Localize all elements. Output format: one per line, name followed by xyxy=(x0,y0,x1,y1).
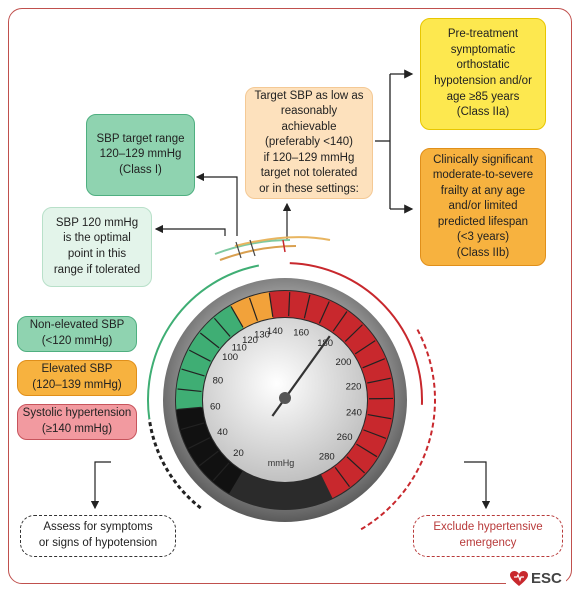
legend-hypertension-text: Systolic hypertension (≥140 mmHg) xyxy=(22,407,132,435)
box-assess: Assess for symptoms or signs of hypotens… xyxy=(20,515,176,557)
box-class-iia: Pre-treatment symptomatic orthostatic hy… xyxy=(420,18,546,130)
gauge-tick xyxy=(268,293,274,317)
gauge-tick xyxy=(367,377,391,384)
gauge-tick xyxy=(362,358,386,369)
gauge-labels: 2040608010011012013014016018020022024026… xyxy=(210,326,362,462)
legend-non-elevated: Non-elevated SBP (<120 mmHg) xyxy=(17,316,137,352)
gauge-tick xyxy=(177,388,202,393)
legend-hypertension: Systolic hypertension (≥140 mmHg) xyxy=(17,404,137,440)
gauge-tick-label: 140 xyxy=(267,326,283,337)
gauge-tick xyxy=(332,311,348,332)
box-target-low: Target SBP as low as reasonably achievab… xyxy=(245,87,373,199)
gauge-tick xyxy=(354,340,376,355)
gauge-tick-label: 110 xyxy=(232,343,247,354)
gauge-tick xyxy=(356,443,378,458)
gauge-tick xyxy=(346,456,366,474)
exclude-text: Exclude hypertensive emergency xyxy=(433,521,543,549)
class-iia-text: Pre-treatment symptomatic orthostatic hy… xyxy=(434,28,532,119)
arc-connectors xyxy=(90,172,491,510)
gauge-tick xyxy=(188,349,211,362)
gauge-tick-label: 160 xyxy=(293,327,309,338)
heart-icon xyxy=(510,570,528,586)
gauge-tick xyxy=(180,422,205,431)
box-exclude: Exclude hypertensive emergency xyxy=(413,515,563,557)
gauge-tick xyxy=(344,324,363,342)
gauge-tick xyxy=(181,368,205,377)
band-tick-3 xyxy=(282,239,286,253)
gauge-ticks xyxy=(177,292,393,487)
gauge-tick-label: 200 xyxy=(336,357,352,368)
arc-red-dashed xyxy=(359,329,436,531)
gauge-tick-label: 40 xyxy=(217,427,228,438)
gauge-tick xyxy=(212,462,230,482)
gauge-tick xyxy=(213,317,231,337)
gauge-tick xyxy=(303,294,311,319)
target-band-orange xyxy=(219,245,297,261)
arc-red xyxy=(289,262,423,405)
target-range-text: SBP target range 120–129 mmHg (Class I) xyxy=(96,132,185,176)
gauge-tick-label: 60 xyxy=(210,402,221,413)
class-iib-text: Clinically significant moderate-to-sever… xyxy=(432,153,534,259)
gauge-tick xyxy=(363,429,387,439)
gauge-tick xyxy=(288,292,291,317)
gauge-tick-label: 80 xyxy=(213,375,224,386)
arc-green xyxy=(147,264,260,420)
gauge-tick-label: 220 xyxy=(346,381,362,392)
gauge-tick xyxy=(334,467,350,487)
esc-logo-text: ESC xyxy=(531,570,562,587)
assess-text: Assess for symptoms or signs of hypotens… xyxy=(38,521,158,549)
gauge-tick xyxy=(248,297,258,321)
arc-black-dashed xyxy=(147,418,202,510)
gauge-tick-label: 120 xyxy=(242,335,258,346)
gauge-tick-label: 240 xyxy=(346,408,362,419)
legend-non-elevated-text: Non-elevated SBP (<120 mmHg) xyxy=(29,319,125,347)
esc-logo: ESC xyxy=(506,570,566,587)
optimal-text: SBP 120 mmHg is the optimal point in thi… xyxy=(53,216,141,276)
gauge-tick-label: 260 xyxy=(337,432,353,443)
gauge-tick-label: 130 xyxy=(254,329,270,340)
gauge-unit: mmHg xyxy=(268,458,295,468)
box-target-range: SBP target range 120–129 mmHg (Class I) xyxy=(86,114,195,196)
box-class-iib: Clinically significant moderate-to-sever… xyxy=(420,148,546,266)
band-tick-2 xyxy=(249,239,256,257)
gauge-tick xyxy=(230,306,244,328)
target-band-upper xyxy=(234,236,331,247)
bracket-connector xyxy=(375,69,414,214)
gauge-tick xyxy=(188,437,211,450)
gauge-tick xyxy=(367,413,392,420)
gauge-band xyxy=(269,291,394,499)
diagram-frame xyxy=(8,8,572,584)
gauge-hub xyxy=(279,392,291,404)
gauge-tick-label: 280 xyxy=(319,452,335,463)
legend-elevated: Elevated SBP (120–139 mmHg) xyxy=(17,360,137,396)
gauge-tick xyxy=(198,450,219,467)
gauge-tick xyxy=(199,332,220,349)
box-optimal: SBP 120 mmHg is the optimal point in thi… xyxy=(42,207,152,287)
legend-elevated-text: Elevated SBP (120–139 mmHg) xyxy=(32,363,122,391)
gauge-tick-label: 100 xyxy=(222,352,238,363)
gauge-tick xyxy=(318,301,330,324)
target-low-text: Target SBP as low as reasonably achievab… xyxy=(254,89,364,195)
gauge-band xyxy=(176,406,243,494)
band-tick-1 xyxy=(235,241,242,259)
gauge-tick xyxy=(177,406,202,411)
gauge-tick-label: 20 xyxy=(233,448,244,459)
